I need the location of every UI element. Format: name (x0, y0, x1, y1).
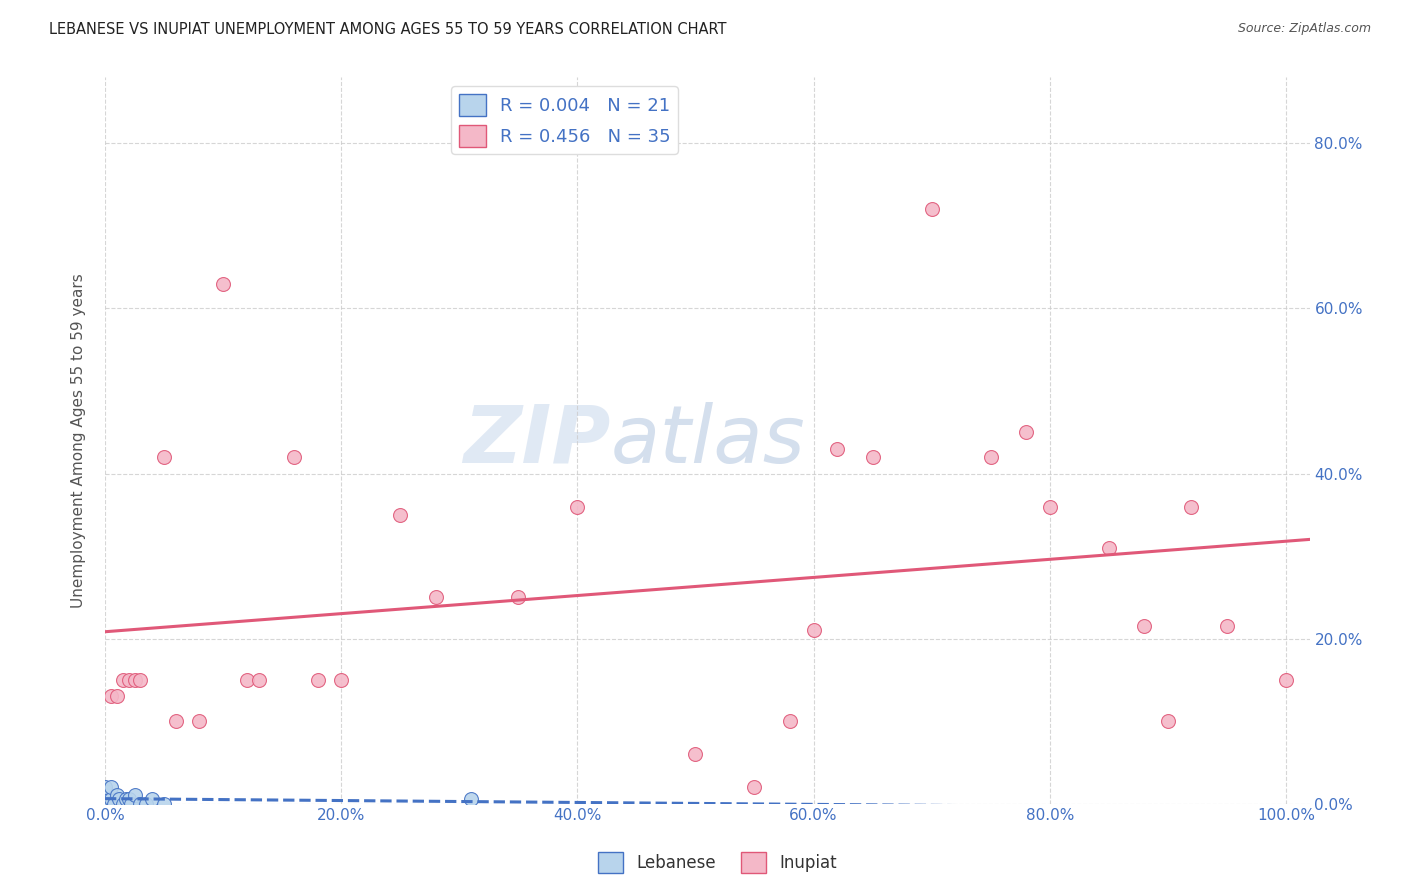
Point (108, 792, 131, 806)
Text: LEBANESE VS INUPIAT UNEMPLOYMENT AMONG AGES 55 TO 59 YEARS CORRELATION CHART: LEBANESE VS INUPIAT UNEMPLOYMENT AMONG A… (49, 22, 727, 37)
Point (779, 714, 801, 728)
Text: atlas: atlas (610, 401, 806, 480)
Point (120, 797, 142, 811)
Point (1133, 619, 1156, 633)
Point (100, 780, 122, 794)
Point (105, 690, 128, 704)
Point (862, 450, 884, 464)
Point (247, 673, 270, 687)
Point (1180, 500, 1202, 514)
Point (980, 450, 1002, 464)
Point (825, 442, 848, 456)
Point (1157, 714, 1180, 728)
Point (508, 591, 530, 605)
Point (685, 747, 707, 761)
Point (307, 673, 329, 687)
Point (425, 591, 447, 605)
Point (1275, 673, 1298, 687)
Point (165, 714, 187, 728)
Point (94, 797, 117, 811)
Point (103, 797, 125, 811)
Point (1216, 619, 1239, 633)
Point (124, 673, 146, 687)
Point (153, 450, 176, 464)
Point (94, 780, 117, 794)
Point (921, 202, 943, 217)
Point (153, 797, 176, 811)
Point (567, 500, 589, 514)
Point (115, 792, 138, 806)
Legend: Lebanese, Inupiat: Lebanese, Inupiat (591, 846, 844, 880)
Point (212, 277, 235, 291)
Text: Source: ZipAtlas.com: Source: ZipAtlas.com (1237, 22, 1371, 36)
Point (135, 797, 157, 811)
Point (803, 624, 825, 638)
Legend: R = 0.004   N = 21, R = 0.456   N = 35: R = 0.004 N = 21, R = 0.456 N = 35 (451, 87, 678, 154)
Point (330, 673, 353, 687)
Point (94, 784, 117, 798)
Point (129, 673, 152, 687)
Point (94, 789, 117, 803)
Point (124, 789, 146, 803)
Point (389, 508, 412, 522)
Point (1015, 425, 1038, 440)
Point (129, 797, 152, 811)
Point (117, 673, 139, 687)
Point (100, 690, 122, 704)
Point (105, 789, 128, 803)
Point (283, 450, 305, 464)
Point (100, 797, 122, 811)
Point (744, 780, 766, 794)
Point (1098, 541, 1121, 555)
Point (1039, 500, 1062, 514)
Point (141, 792, 163, 806)
Point (111, 673, 134, 687)
Point (235, 673, 257, 687)
Point (111, 797, 134, 811)
Point (117, 792, 139, 806)
Point (460, 792, 482, 806)
Y-axis label: Unemployment Among Ages 55 to 59 years: Unemployment Among Ages 55 to 59 years (72, 273, 86, 608)
Point (100, 792, 122, 806)
Point (94, 792, 117, 806)
Point (188, 714, 211, 728)
Text: ZIP: ZIP (464, 401, 610, 480)
